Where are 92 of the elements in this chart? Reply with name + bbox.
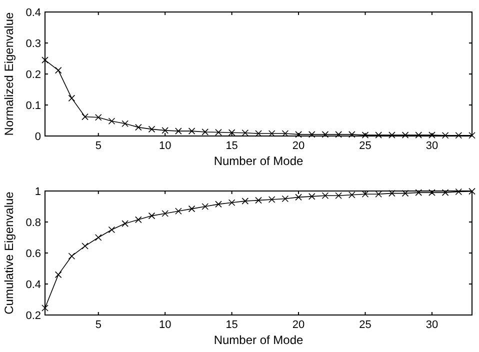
point (94, 234, 102, 241)
point (268, 130, 276, 137)
point (148, 126, 156, 133)
y-tick-label: 1 (34, 186, 41, 198)
y-tick-label: 0 (34, 131, 41, 143)
point (202, 203, 209, 210)
x-tick-label: 10 (158, 319, 172, 331)
y-tick-label: 0.4 (26, 7, 41, 19)
point (175, 208, 182, 215)
point (375, 190, 382, 198)
point (148, 212, 156, 220)
point (322, 131, 329, 138)
x-tick-label: 10 (158, 140, 172, 152)
point (122, 120, 128, 127)
point (242, 198, 249, 204)
point (202, 128, 209, 136)
point (455, 188, 462, 196)
point (108, 226, 116, 234)
point (282, 130, 289, 137)
point (335, 192, 342, 200)
point (362, 190, 369, 198)
point (442, 132, 449, 139)
point (108, 118, 116, 125)
x-tick-label: 5 (95, 319, 102, 331)
y-tick-label: 0.6 (26, 248, 41, 260)
point (362, 132, 369, 138)
y-tick-label: 0.1 (26, 100, 41, 112)
y-tick-label: 0.3 (26, 38, 41, 50)
y-axis-title: Cumulative Eigenvalue (2, 191, 16, 314)
point (468, 188, 476, 195)
point (428, 189, 436, 196)
point (415, 132, 422, 138)
x-axis-title: Number of Mode (214, 154, 304, 168)
point (455, 132, 462, 139)
point (428, 132, 436, 138)
point (135, 216, 142, 224)
x-tick-label: 25 (359, 140, 372, 152)
point (175, 128, 182, 134)
point (54, 271, 62, 278)
point (54, 66, 62, 74)
point (402, 132, 409, 138)
point (308, 131, 316, 138)
point (162, 127, 168, 134)
y-axis-title: Normalized Eigenvalue (2, 12, 16, 136)
point (42, 304, 48, 312)
point (468, 132, 476, 139)
x-axis-title: Number of Mode (214, 333, 304, 347)
point (308, 193, 316, 200)
point (388, 190, 396, 197)
x-tick-label: 30 (426, 140, 438, 152)
point (122, 220, 128, 227)
x-tick-label: 25 (359, 319, 372, 331)
x-tick-label: 20 (292, 319, 305, 331)
point (388, 132, 396, 138)
point (82, 113, 88, 120)
point (442, 189, 449, 196)
x-tick-label: 5 (95, 140, 102, 152)
point (255, 130, 262, 137)
point (335, 131, 342, 138)
point (94, 114, 102, 121)
point (295, 131, 302, 138)
y-tick-label: 0.2 (26, 69, 41, 81)
point (228, 129, 236, 136)
point (348, 191, 356, 198)
point (348, 131, 356, 138)
y-tick-label: 0.2 (26, 310, 41, 322)
point (215, 200, 222, 208)
point (82, 242, 88, 250)
x-tick-label: 20 (292, 140, 305, 152)
point (188, 205, 196, 212)
point (188, 128, 196, 134)
point (68, 252, 76, 260)
point (295, 194, 302, 201)
point (268, 196, 276, 203)
y-tick-label: 0.4 (26, 279, 41, 291)
point (228, 199, 236, 206)
point (415, 189, 422, 196)
point (215, 128, 222, 136)
point (282, 195, 289, 202)
point (42, 56, 48, 64)
x-tick-label: 30 (426, 319, 438, 331)
point (255, 196, 262, 204)
point (375, 132, 382, 138)
y-tick-label: 0.8 (26, 217, 41, 229)
point (402, 190, 409, 197)
point (135, 124, 142, 131)
point (68, 94, 76, 102)
point (242, 130, 249, 136)
point (322, 192, 329, 200)
x-tick-label: 15 (226, 319, 238, 331)
point (162, 210, 168, 217)
x-tick-label: 15 (226, 140, 238, 152)
